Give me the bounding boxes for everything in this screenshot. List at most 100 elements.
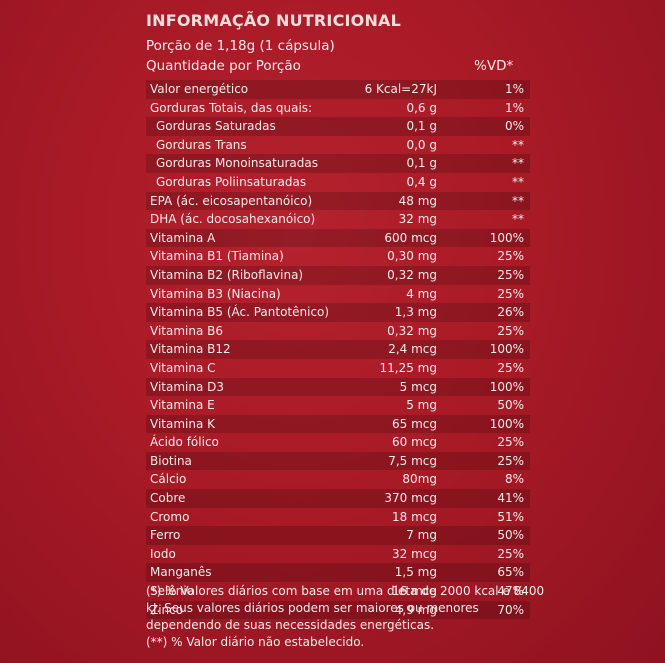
table-row: DHA (ác. docosahexanóico) 32 mg **	[146, 210, 530, 229]
table-row: Ferro 7 mg 50%	[146, 526, 530, 545]
nutrient-name: Vitamina B12	[150, 342, 231, 357]
nutrient-daily-value: 100%	[489, 379, 524, 394]
table-row: Valor energético 6 Kcal=27kJ 1%	[146, 80, 530, 99]
nutrient-daily-value: 100%	[489, 416, 524, 431]
nutrient-quantity: 11,25 mg	[379, 360, 437, 375]
nutrient-daily-value: 25%	[497, 323, 524, 338]
nutrient-daily-value: 65%	[497, 565, 524, 580]
table-row: Gorduras Monoinsaturadas 0,1 g **	[146, 154, 530, 173]
nutrient-quantity: 0,0 g	[406, 137, 437, 152]
nutrient-daily-value: 25%	[497, 249, 524, 264]
nutrient-quantity: 7 mg	[406, 528, 437, 543]
table-row: Vitamina B5 (Ác. Pantotênico) 1,3 mg 26%	[146, 303, 530, 322]
nutrient-name: Vitamina B5 (Ác. Pantotênico)	[150, 305, 330, 320]
nutrient-name: Cromo	[150, 509, 190, 524]
table-row: Selênio 16 mcg 47%	[146, 582, 530, 601]
nutrient-name: Iodo	[150, 546, 176, 561]
nutrient-quantity: 0,32 mg	[387, 267, 437, 282]
nutrient-name: EPA (ác. eicosapentanóico)	[150, 193, 313, 208]
footnote-line: dependendo de suas necessidades energéti…	[146, 618, 435, 632]
nutrient-name: Gorduras Trans	[156, 137, 247, 152]
nutrient-daily-value: **	[512, 137, 524, 152]
nutrient-quantity: 0,4 g	[406, 174, 437, 189]
table-row: Gorduras Saturadas 0,1 g 0%	[146, 117, 530, 136]
table-row: Vitamina B12 2,4 mcg 100%	[146, 340, 530, 359]
nutrient-quantity: 0,30 mg	[387, 249, 437, 264]
nutrient-quantity: 16 mcg	[392, 584, 437, 599]
nutrient-name: Biotina	[150, 453, 192, 468]
nutrient-quantity: 80mg	[402, 472, 437, 487]
nutrient-daily-value: **	[512, 193, 524, 208]
nutrient-name: Gorduras Totais, das quais:	[150, 100, 313, 115]
nutrient-quantity: 370 mcg	[384, 491, 437, 506]
table-row: Cromo 18 mcg 51%	[146, 508, 530, 527]
table-row: Cálcio 80mg 8%	[146, 470, 530, 489]
table-row: Cobre 370 mcg 41%	[146, 489, 530, 508]
nutrient-name: Gorduras Saturadas	[156, 119, 276, 134]
nutrient-daily-value: 25%	[497, 435, 524, 450]
nutrient-name: Vitamina B1 (Tiamina)	[150, 249, 284, 264]
nutrient-quantity: 1,3 mg	[394, 305, 437, 320]
nutrient-name: Zinco	[150, 602, 184, 617]
table-row: Ácido fólico 60 mcg 25%	[146, 433, 530, 452]
table-row: Vitamina D3 5 mcg 100%	[146, 377, 530, 397]
nutrient-daily-value: 70%	[497, 602, 524, 617]
nutrient-quantity: 0,32 mg	[387, 323, 437, 338]
nutrient-quantity: 0,1 g	[406, 119, 437, 134]
table-row: Vitamina E 5 mg 50%	[146, 396, 530, 415]
table-row: Vitamina B2 (Riboflavina) 0,32 mg 25%	[146, 265, 530, 285]
footnote-line: (*) % Valores diários com base em uma di…	[146, 584, 545, 598]
nutrient-quantity: 4 mg	[406, 286, 437, 301]
nutrient-quantity: 32 mcg	[392, 546, 437, 561]
table-row: Gorduras Trans 0,0 g **	[146, 136, 530, 155]
nutrient-quantity: 18 mcg	[392, 509, 437, 524]
nutrient-quantity: 0,1 g	[406, 156, 437, 171]
nutrient-name: Vitamina D3	[150, 379, 225, 394]
table-row: Vitamina B6 0,32 mg 25%	[146, 322, 530, 341]
table-row: Vitamina K 65 mcg 100%	[146, 414, 530, 434]
nutrition-table: Valor energético 6 Kcal=27kJ 1% Gorduras To…	[146, 80, 530, 620]
nutrient-quantity: 2,4 mcg	[388, 342, 437, 357]
table-row: Vitamina C 11,25 mg 25%	[146, 359, 530, 378]
nutrient-name: Valor energético	[150, 82, 249, 96]
table-row: Vitamina B1 (Tiamina) 0,30 mg 25%	[146, 247, 530, 266]
nutrient-daily-value: 50%	[497, 528, 524, 543]
nutrient-quantity: 1,5 mg	[394, 565, 437, 580]
nutrient-daily-value: 41%	[497, 491, 524, 506]
nutrient-daily-value: 100%	[489, 342, 524, 357]
nutrient-name: DHA (ác. docosahexanóico)	[150, 212, 316, 227]
table-row: Gorduras Totais, das quais: 0,6 g 1%	[146, 99, 530, 118]
nutrient-name: Vitamina B3 (Niacina)	[150, 286, 281, 301]
nutrient-daily-value: 1%	[504, 82, 524, 96]
table-row: Gorduras Poliinsaturadas 0,4 g **	[146, 173, 530, 192]
table-row: EPA (ác. eicosapentanóico) 48 mg **	[146, 191, 530, 211]
nutrient-daily-value: **	[512, 156, 524, 171]
nutrient-quantity: 4,9 mg	[394, 602, 437, 617]
footnote-line: (**) % Valor diário não estabelecido.	[146, 635, 365, 649]
nutrient-name: Ferro	[150, 528, 181, 543]
nutrient-name: Vitamina C	[150, 360, 216, 375]
table-header: Quantidade por Porção %VD*	[146, 58, 530, 74]
nutrient-name: Cobre	[150, 491, 186, 506]
nutrient-name: Vitamina E	[150, 398, 215, 413]
nutrient-name: Gorduras Monoinsaturadas	[156, 156, 318, 171]
table-row: Vitamina B3 (Niacina) 4 mg 25%	[146, 285, 530, 304]
nutrient-daily-value: 25%	[497, 546, 524, 561]
nutrient-name: Cálcio	[150, 472, 187, 487]
footnote-line: kJ. Seus valores diários podem ser maior…	[146, 601, 479, 615]
nutrient-quantity: 6 Kcal=27kJ	[364, 82, 437, 96]
nutrient-quantity: 60 mcg	[392, 435, 437, 450]
nutrient-daily-value: 25%	[497, 267, 524, 282]
serving-size: Porção de 1,18g (1 cápsula)	[146, 38, 335, 54]
nutrient-daily-value: 0%	[504, 119, 524, 134]
nutrient-quantity: 5 mcg	[399, 379, 437, 394]
nutrient-daily-value: **	[512, 174, 524, 189]
nutrient-name: Vitamina B6	[150, 323, 224, 338]
table-row: Zinco 4,9 mg 70%	[146, 600, 530, 620]
nutrient-daily-value: 51%	[497, 509, 524, 524]
nutrient-quantity: 48 mg	[398, 193, 437, 208]
nutrient-quantity: 32 mg	[398, 212, 437, 227]
nutrient-name: Vitamina B2 (Riboflavina)	[150, 267, 304, 282]
nutrient-name: Selênio	[150, 584, 194, 599]
table-row: Iodo 32 mcg 25%	[146, 545, 530, 564]
